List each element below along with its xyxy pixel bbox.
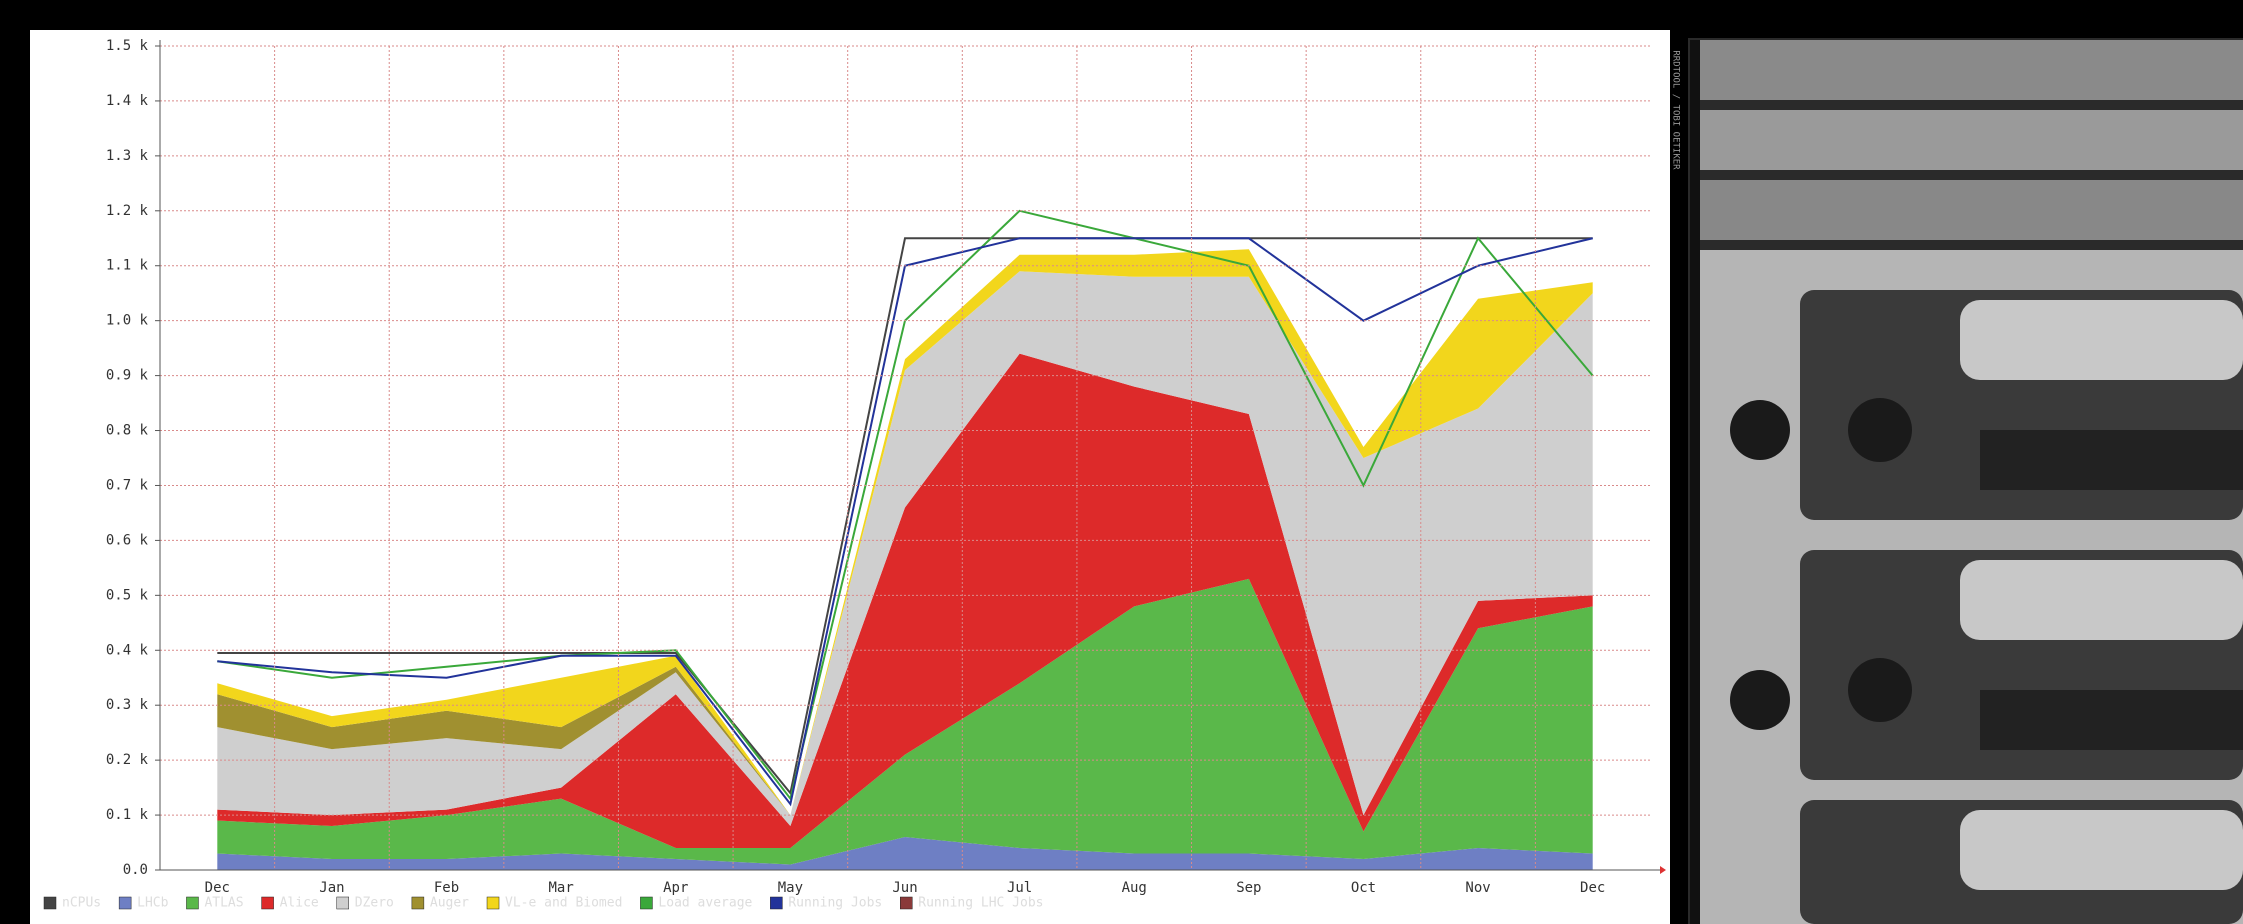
y-tick-label: 1.2 k bbox=[106, 203, 149, 219]
y-tick-label: 0.8 k bbox=[106, 423, 149, 439]
watermark: RRDTOOL / TOBI OETIKER bbox=[1671, 50, 1681, 170]
x-tick-label: Jun bbox=[892, 880, 917, 896]
legend-label: Running LHC Jobs bbox=[918, 896, 1043, 911]
legend-label: Auger bbox=[430, 896, 469, 911]
legend-swatch bbox=[262, 897, 274, 909]
x-tick-label: Feb bbox=[434, 880, 459, 896]
server-photo bbox=[1688, 38, 2243, 924]
x-tick-label: Nov bbox=[1465, 880, 1490, 896]
x-tick-label: May bbox=[778, 880, 803, 896]
legend-swatch bbox=[44, 897, 56, 909]
legend-swatch bbox=[119, 897, 131, 909]
legend-label: LHCb bbox=[137, 896, 168, 911]
legend-label: Alice bbox=[280, 896, 319, 911]
chart: RRDTOOL / TOBI OETIKER 0.0 0.1 k 0.2 k 0.3 … bbox=[0, 0, 2243, 924]
x-tick-label: Dec bbox=[1580, 880, 1605, 896]
y-tick-label: 1.3 k bbox=[106, 148, 149, 164]
legend-swatch bbox=[487, 897, 499, 909]
y-tick-label: 0.1 k bbox=[106, 807, 149, 823]
x-tick-label: Mar bbox=[549, 880, 574, 896]
y-tick-label: 0.6 k bbox=[106, 532, 149, 548]
legend-swatch bbox=[770, 897, 782, 909]
y-tick-label: 0.9 k bbox=[106, 368, 149, 384]
x-tick-label: Jul bbox=[1007, 880, 1032, 896]
x-tick-label: Apr bbox=[663, 880, 688, 896]
legend-swatch bbox=[186, 897, 198, 909]
legend-label: nCPUs bbox=[62, 896, 101, 911]
legend-swatch bbox=[412, 897, 424, 909]
y-tick-label: 0.7 k bbox=[106, 477, 149, 493]
y-tick-label: 1.1 k bbox=[106, 258, 149, 274]
y-tick-label: 1.5 k bbox=[106, 38, 149, 54]
y-tick-label: 0.2 k bbox=[106, 752, 149, 768]
y-tick-label: 0.5 k bbox=[106, 587, 149, 603]
legend-label: Load average bbox=[658, 896, 752, 911]
x-tick-label: Dec bbox=[205, 880, 230, 896]
legend-swatch bbox=[337, 897, 349, 909]
y-tick-label: 0.3 k bbox=[106, 697, 149, 713]
y-tick-label: 0.0 bbox=[123, 862, 148, 878]
legend-label: ATLAS bbox=[204, 896, 243, 911]
legend-label: VL-e and Biomed bbox=[505, 896, 622, 911]
legend-swatch bbox=[640, 897, 652, 909]
y-tick-label: 1.4 k bbox=[106, 93, 149, 109]
legend-label: DZero bbox=[355, 896, 394, 911]
legend-label: Running Jobs bbox=[788, 896, 882, 911]
x-tick-label: Oct bbox=[1351, 880, 1376, 896]
legend-swatch bbox=[900, 897, 912, 909]
x-tick-label: Jan bbox=[319, 880, 344, 896]
y-tick-label: 0.4 k bbox=[106, 642, 149, 658]
x-tick-label: Aug bbox=[1122, 880, 1147, 896]
page: RRDTOOL / TOBI OETIKER 0.0 0.1 k 0.2 k 0.3 … bbox=[0, 0, 2243, 924]
y-tick-label: 1.0 k bbox=[106, 313, 149, 329]
x-tick-label: Sep bbox=[1236, 880, 1261, 896]
